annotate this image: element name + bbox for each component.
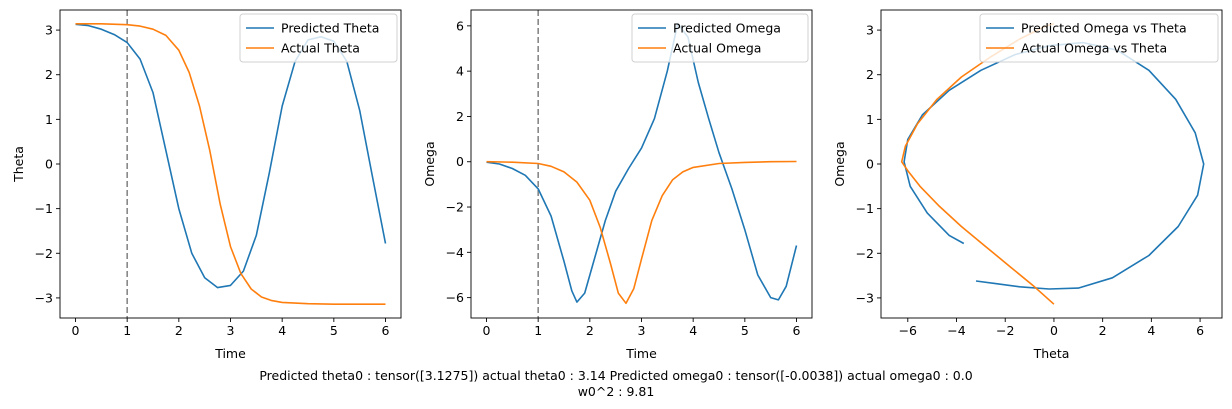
chart-panel-3: −6 −4 −2 0 2 4 6 −3 −2 −1 0 1 2 3 Theta Omega Predicted … — [832, 9, 1223, 361]
x-tick-label: −4 — [947, 323, 965, 338]
y-tick-label: −4 — [446, 245, 464, 260]
chart-panel-1: 0 1 2 3 4 5 6 −3 −2 −1 0 1 2 3 Time Theta Predicted Thet… — [11, 9, 402, 361]
y-tick-label: −1 — [856, 201, 874, 216]
x-tick-label: 4 — [689, 323, 697, 338]
legend-box — [979, 13, 1219, 63]
legend-label: Actual Theta — [281, 41, 360, 56]
x-tick-label: 6 — [382, 323, 390, 338]
x-tick-label: 5 — [330, 323, 338, 338]
legend-label: Actual Omega — [673, 41, 761, 56]
legend-box — [631, 13, 809, 63]
y-axis-label: Theta — [11, 146, 26, 183]
x-tick-label: 3 — [638, 323, 646, 338]
y-tick-label: −2 — [35, 246, 53, 261]
x-tick-label: 2 — [175, 323, 183, 338]
y-tick-label: 2 — [456, 109, 464, 124]
y-tick-label: 4 — [456, 64, 464, 79]
x-tick-label: 1 — [123, 323, 131, 338]
x-tick-label: 2 — [586, 323, 594, 338]
y-tick-label: 3 — [45, 23, 53, 38]
y-tick-label: 2 — [866, 67, 874, 82]
figure-caption-line1: Predicted theta0 : tensor([3.1275]) actu… — [259, 368, 973, 383]
x-tick-label: 0 — [483, 323, 491, 338]
series-line-2 — [75, 22, 386, 306]
x-tick-label: 4 — [1147, 323, 1155, 338]
y-tick-label: 1 — [45, 112, 53, 127]
y-tick-label: 0 — [45, 157, 53, 172]
y-tick-label: 2 — [45, 67, 53, 82]
x-tick-label: 4 — [278, 323, 286, 338]
legend-label: Predicted Theta — [281, 21, 379, 36]
x-tick-label: 0 — [72, 323, 80, 338]
x-tick-label: 0 — [1050, 323, 1058, 338]
x-axis-label: Theta — [1033, 346, 1070, 361]
legend: Predicted Theta Actual Theta — [239, 13, 398, 63]
x-tick-label: 6 — [1196, 323, 1204, 338]
x-tick-label: 3 — [227, 323, 235, 338]
series-line-2 — [900, 23, 1055, 305]
x-tick-label: 5 — [741, 323, 749, 338]
y-tick-label: 0 — [456, 154, 464, 169]
series-line-2 — [486, 160, 797, 305]
y-tick-label: −3 — [856, 290, 874, 305]
legend: Predicted Omega vs Theta Actual Omega vs … — [979, 13, 1219, 63]
x-tick-label: −6 — [899, 323, 917, 338]
y-axis-label: Omega — [832, 141, 847, 186]
y-tick-label: −3 — [35, 290, 53, 305]
series-line-1 — [903, 41, 1205, 290]
legend-label: Actual Omega vs Theta — [1021, 41, 1167, 56]
y-tick-label: −6 — [446, 290, 464, 305]
y-axis-label: Omega — [422, 141, 437, 186]
y-tick-label: 0 — [866, 157, 874, 172]
legend-label: Predicted Omega vs Theta — [1021, 21, 1187, 36]
y-tick-label: 6 — [456, 18, 464, 33]
y-tick-label: 3 — [866, 23, 874, 38]
y-tick-label: −2 — [446, 200, 464, 215]
y-tick-label: −2 — [856, 246, 874, 261]
x-tick-label: −2 — [996, 323, 1014, 338]
chart-panel-2: 0 1 2 3 4 5 6 −6 −4 −2 0 2 4 6 Time Omega Predicted Omeg… — [422, 9, 813, 361]
legend-box — [239, 13, 398, 63]
x-tick-label: 1 — [534, 323, 542, 338]
legend-label: Predicted Omega — [673, 21, 781, 36]
figure-caption-line2: w0^2 : 9.81 — [577, 384, 655, 399]
y-tick-label: 1 — [866, 112, 874, 127]
legend: Predicted Omega Actual Omega — [631, 13, 809, 63]
x-axis-label: Time — [214, 346, 246, 361]
x-axis-label: Time — [625, 346, 657, 361]
x-tick-label: 6 — [793, 323, 801, 338]
series-line-1 — [486, 22, 798, 303]
y-tick-label: −1 — [35, 201, 53, 216]
x-tick-label: 2 — [1099, 323, 1107, 338]
